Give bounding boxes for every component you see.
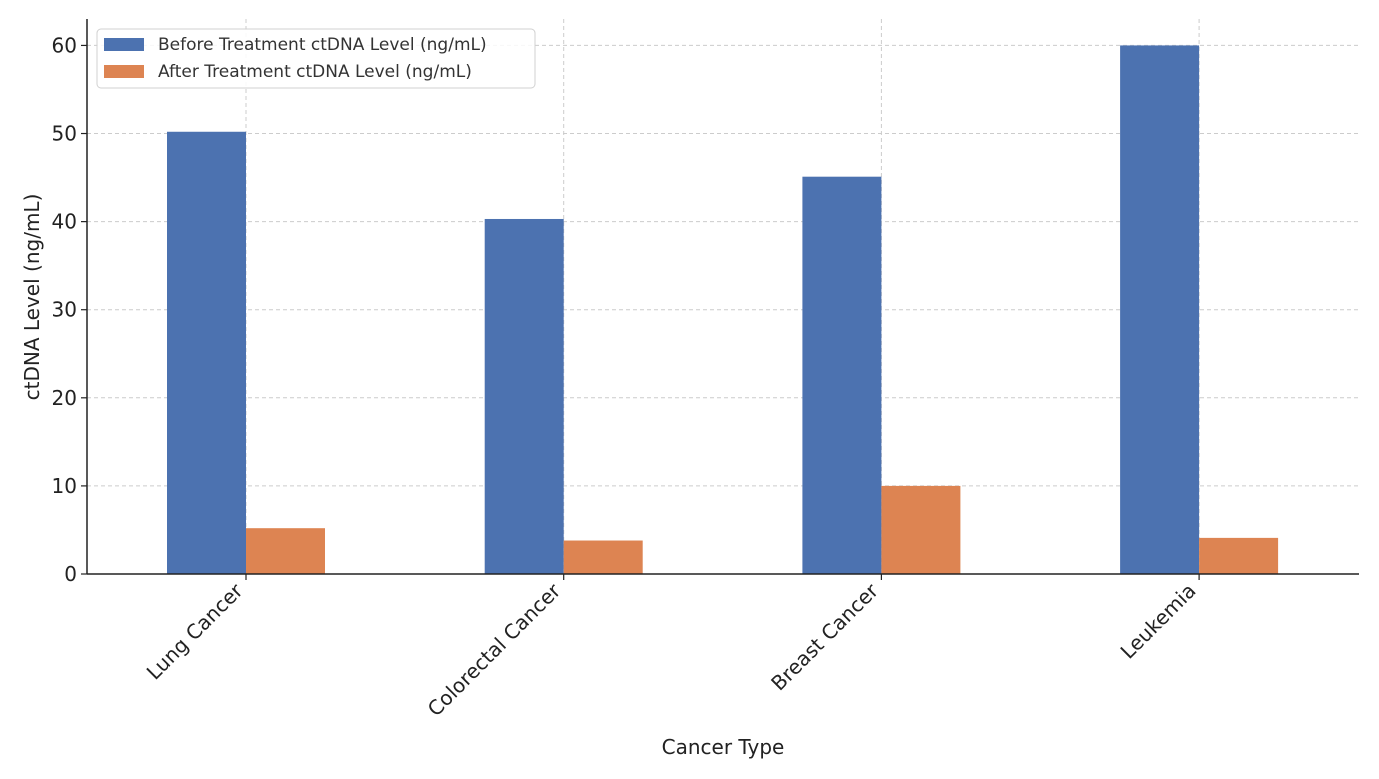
legend: Before Treatment ctDNA Level (ng/mL) Aft… [96, 28, 536, 89]
y-tick-label: 0 [64, 562, 77, 586]
y-ticks: 0 10 20 30 40 50 60 [52, 33, 87, 586]
legend-swatch-after [104, 65, 144, 78]
legend-label-before: Before Treatment ctDNA Level (ng/mL) [158, 35, 487, 55]
y-tick-label: 10 [52, 474, 77, 498]
x-tick-label: Colorectal Cancer [423, 578, 566, 721]
bar-before [484, 218, 564, 574]
axes [86, 19, 1359, 575]
y-tick-label: 60 [52, 33, 77, 57]
y-tick-label: 40 [52, 210, 77, 234]
y-tick-label: 50 [52, 122, 77, 146]
x-ticks: Lung Cancer Colorectal Cancer Breast Cance… [142, 574, 1201, 721]
y-tick-label: 30 [52, 298, 77, 322]
x-tick-label: Leukemia [1116, 579, 1201, 664]
x-tick-label: Breast Cancer [766, 578, 883, 695]
bar-after [881, 485, 961, 574]
legend-swatch-before [104, 38, 144, 51]
bar-before [802, 176, 882, 574]
bar-after [563, 540, 643, 574]
bar-before [1120, 45, 1200, 574]
y-tick-label: 20 [52, 386, 77, 410]
y-axis-label: ctDNA Level (ng/mL) [20, 194, 44, 401]
legend-box [96, 28, 536, 89]
bar-before [167, 131, 246, 574]
bar-after [246, 528, 325, 574]
legend-label-after: After Treatment ctDNA Level (ng/mL) [158, 62, 472, 82]
x-tick-label: Lung Cancer [142, 578, 248, 684]
x-axis-label: Cancer Type [662, 735, 785, 759]
bars [167, 45, 1279, 574]
bar-after [1199, 537, 1279, 574]
